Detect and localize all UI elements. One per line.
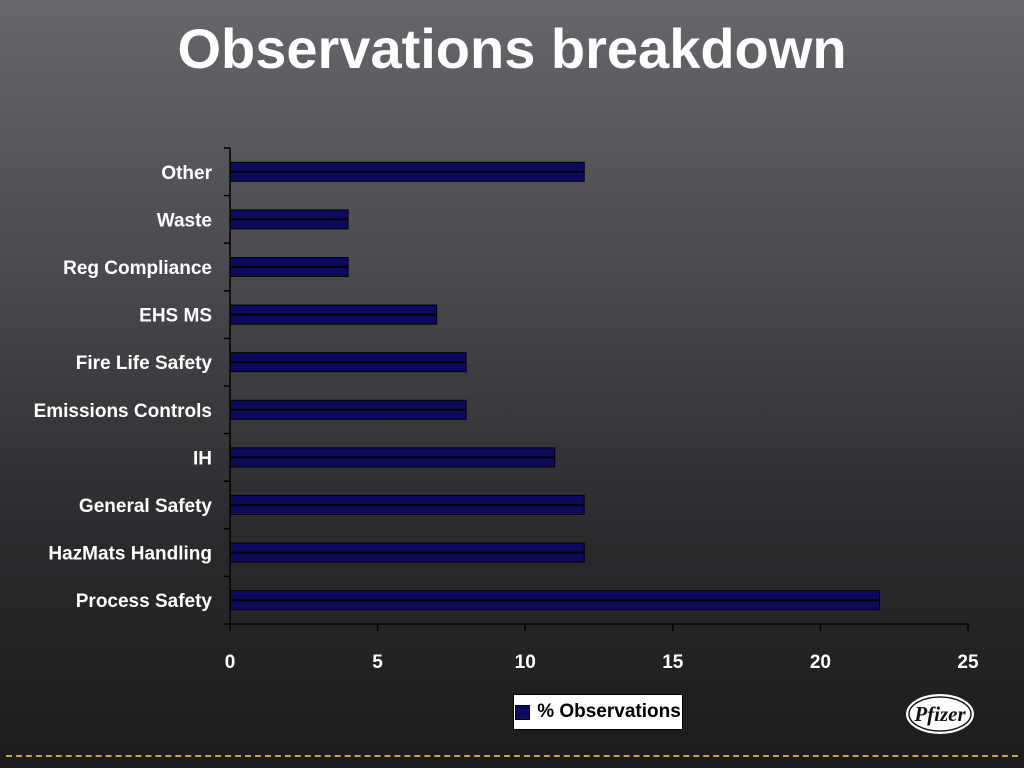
legend-swatch (515, 704, 531, 720)
x-tick-label: 5 (372, 652, 383, 673)
bar-general-safety (229, 495, 585, 515)
labels-layer: Process Safety HazMats Handling General Sa… (34, 163, 979, 673)
category-label: Emissions Controls (34, 401, 212, 422)
category-label: Process Safety (76, 591, 213, 612)
bar-emissions-controls (229, 399, 467, 420)
category-label: IH (193, 448, 212, 469)
category-label: Other (161, 163, 212, 184)
category-label: General Safety (79, 496, 212, 517)
bar-fire-life-safety (229, 352, 467, 373)
bar-other (229, 161, 585, 182)
x-tick-label: 10 (515, 652, 536, 673)
svg-text:Pfizer: Pfizer (913, 702, 966, 726)
slide-title: Observations breakdown (177, 17, 847, 80)
x-tick-label: 15 (662, 652, 684, 673)
axis-layer (224, 147, 969, 631)
x-tick-label: 25 (957, 652, 979, 673)
x-tick-label: 0 (225, 652, 236, 673)
footer-dashed-line (6, 755, 1018, 757)
bar-ih (229, 447, 556, 468)
bar-ehs-ms (229, 304, 438, 325)
pfizer-logo: Pfizer (906, 694, 974, 734)
bar-waste (229, 209, 349, 230)
x-tick-label: 20 (810, 652, 831, 673)
bar-hazmats-handling (229, 542, 585, 563)
category-label: EHS MS (139, 306, 212, 327)
category-label: HazMats Handling (48, 544, 212, 565)
bars-layer (229, 161, 880, 611)
category-label: Waste (157, 210, 212, 231)
bar-reg-compliance (229, 257, 349, 277)
legend-label: % Observations (537, 701, 681, 722)
chart-legend: % Observations (513, 694, 683, 730)
category-label: Reg Compliance (63, 258, 212, 279)
bar-process-safety (229, 590, 880, 611)
category-label: Fire Life Safety (76, 353, 213, 374)
